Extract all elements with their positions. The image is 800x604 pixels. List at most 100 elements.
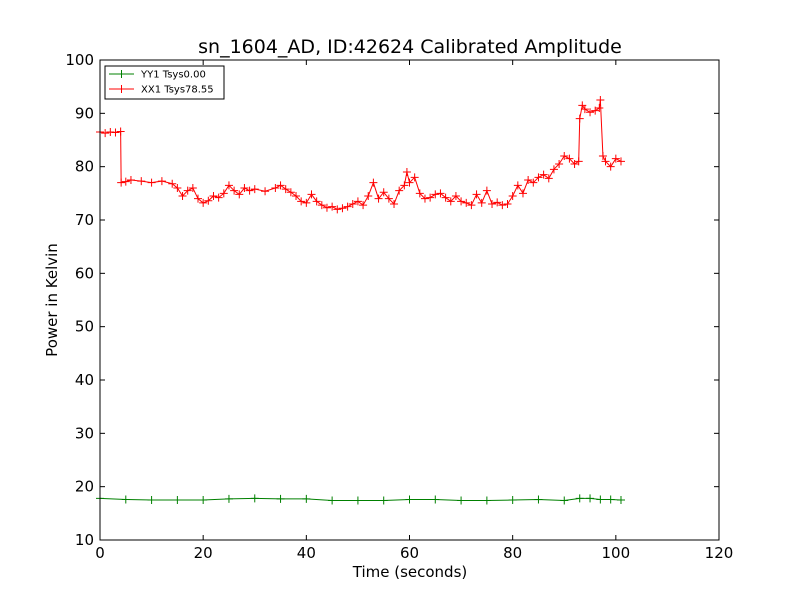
data-point: [353, 496, 362, 505]
data-point: [395, 186, 404, 195]
data-point: [379, 496, 388, 505]
data-point: [390, 200, 399, 208]
series-markers-1: [96, 96, 625, 214]
legend-label: YY1 Tsys0.00: [140, 70, 206, 81]
data-point: [467, 201, 476, 210]
data-point: [338, 204, 347, 213]
data-point: [312, 197, 321, 206]
y-tick-label: 90: [75, 104, 94, 122]
data-point: [364, 192, 373, 200]
data-point: [431, 190, 440, 199]
x-tick-label: 80: [503, 544, 522, 562]
data-point: [183, 186, 192, 195]
data-point: [405, 495, 414, 504]
data-point: [534, 495, 543, 504]
data-point: [518, 189, 527, 198]
data-point: [591, 106, 600, 115]
data-point: [586, 108, 595, 117]
data-point: [188, 184, 197, 192]
data-point: [297, 197, 306, 206]
data-point: [570, 160, 579, 168]
data-point: [534, 173, 543, 182]
data-point: [106, 128, 115, 136]
data-point: [405, 178, 414, 187]
data-point: [402, 168, 411, 176]
x-tick-label: 120: [705, 544, 734, 562]
data-point: [575, 494, 584, 503]
data-point: [451, 192, 460, 200]
data-point: [271, 184, 280, 192]
data-point: [317, 201, 326, 210]
data-point: [574, 157, 583, 166]
data-point: [379, 188, 388, 197]
data-point: [384, 194, 393, 203]
data-point: [235, 190, 244, 199]
data-point: [462, 198, 471, 207]
data-point: [410, 173, 419, 182]
data-point: [457, 197, 466, 206]
plot-area: 0 20 40 60 80 100 120 10 20 30 40 50 60 70 80 90 100 YY1 …: [65, 51, 733, 562]
data-point: [343, 202, 352, 211]
data-point: [224, 181, 233, 190]
data-point: [328, 496, 337, 505]
data-point: [560, 496, 569, 505]
data-point: [199, 198, 208, 207]
legend-box: [104, 65, 225, 100]
data-point: [168, 179, 177, 188]
data-point: [477, 198, 486, 207]
data-point: [596, 495, 605, 504]
legend-marker: [117, 85, 126, 93]
plot-frame: [99, 59, 720, 541]
data-point: [400, 181, 409, 190]
data-point: [498, 201, 507, 210]
y-tick-label: 70: [75, 211, 94, 229]
x-tick-label: 20: [194, 544, 213, 562]
data-point: [529, 178, 538, 187]
data-point: [302, 494, 311, 503]
data-point: [173, 184, 182, 192]
data-point: [586, 494, 595, 503]
data-point: [560, 152, 569, 160]
y-tick-label: 10: [75, 531, 94, 549]
data-point: [121, 495, 130, 504]
y-tick-label: 80: [75, 158, 94, 176]
data-point: [601, 157, 610, 166]
data-point: [441, 193, 450, 202]
data-point: [482, 186, 491, 195]
data-point: [549, 165, 558, 174]
series-markers-0: [96, 494, 625, 505]
data-point: [596, 96, 605, 104]
x-tick-label: 40: [297, 544, 316, 562]
legend-label: XX1 Tsys78.55: [141, 85, 214, 96]
data-point: [250, 185, 259, 194]
data-point: [292, 192, 301, 200]
data-point: [611, 154, 620, 163]
y-axis-label: Power in Kelvin: [43, 243, 61, 357]
data-point: [575, 114, 584, 123]
data-point: [488, 200, 497, 208]
data-point: [503, 200, 512, 208]
data-point: [415, 189, 424, 198]
data-point: [261, 187, 270, 196]
data-point: [230, 186, 239, 195]
data-point: [322, 203, 331, 212]
y-tick-label: 100: [65, 51, 94, 69]
data-point: [565, 154, 574, 163]
data-point: [616, 496, 625, 504]
data-point: [457, 496, 466, 505]
data-point: [240, 184, 249, 192]
y-tick-label: 60: [75, 264, 94, 282]
x-axis-label: Time (seconds): [352, 563, 468, 581]
data-point: [369, 178, 378, 187]
data-point: [126, 176, 135, 184]
data-point: [209, 192, 218, 200]
data-point: [219, 189, 228, 198]
y-tick-label: 30: [75, 424, 94, 442]
data-point: [224, 494, 233, 503]
data-point: [595, 104, 604, 112]
data-point: [173, 496, 182, 504]
y-tick-label: 40: [75, 371, 94, 389]
data-point: [606, 162, 615, 171]
